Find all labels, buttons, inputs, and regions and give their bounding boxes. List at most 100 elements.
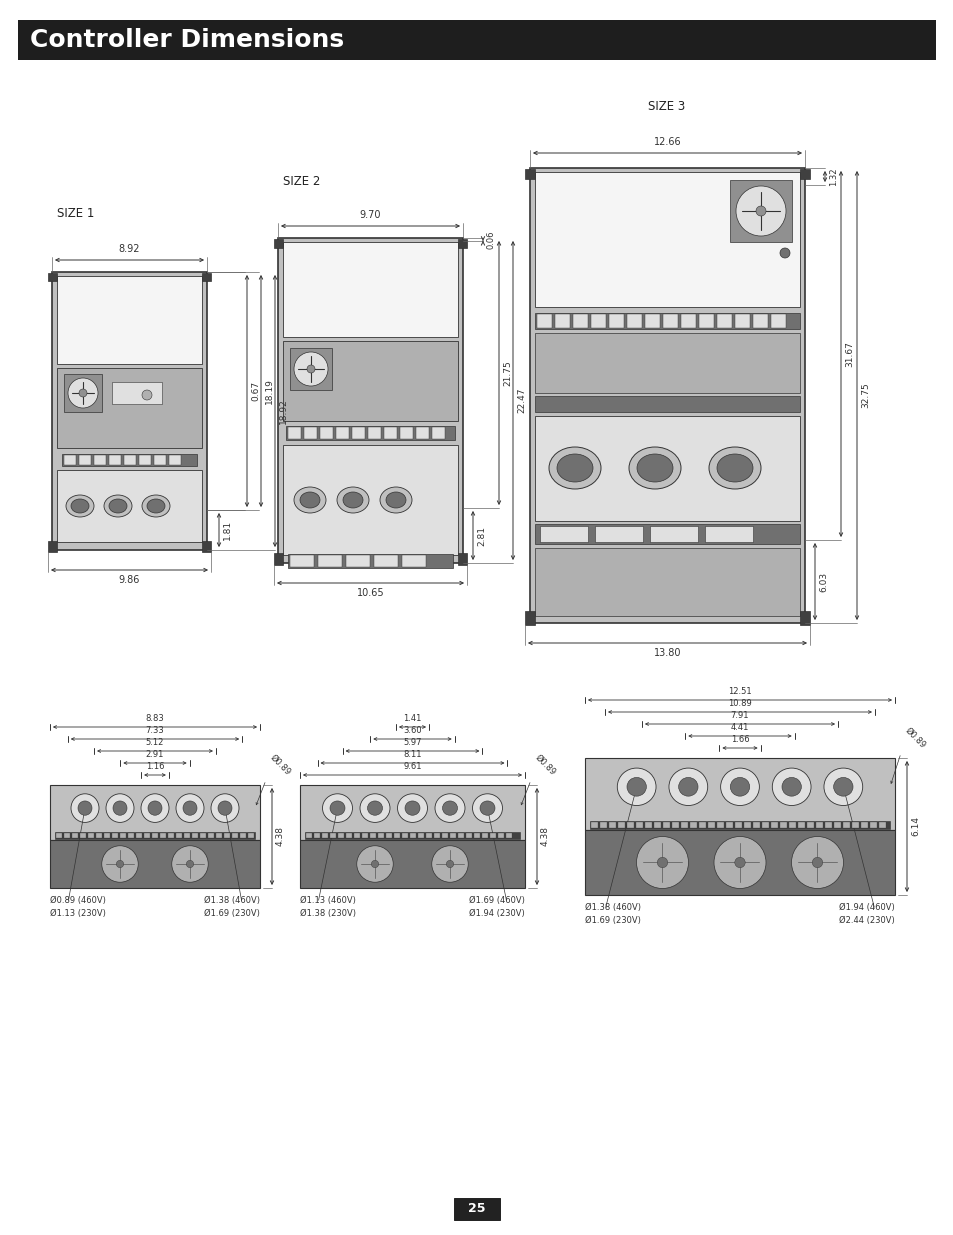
Bar — [530, 168, 804, 622]
Text: 22.47: 22.47 — [517, 388, 525, 414]
Ellipse shape — [637, 454, 672, 482]
Bar — [288, 555, 453, 568]
Ellipse shape — [211, 794, 239, 823]
Text: Ø1.94 (230V): Ø1.94 (230V) — [469, 909, 524, 918]
Circle shape — [116, 861, 124, 868]
Ellipse shape — [367, 802, 382, 815]
Bar — [590, 823, 598, 827]
Bar — [248, 832, 253, 839]
Bar — [361, 832, 368, 839]
Ellipse shape — [557, 454, 593, 482]
Ellipse shape — [106, 794, 133, 823]
Bar — [274, 240, 283, 248]
Bar — [64, 454, 76, 466]
Bar — [626, 823, 634, 827]
Bar — [770, 314, 785, 329]
Text: Ø1.38 (460V): Ø1.38 (460V) — [204, 897, 260, 905]
Bar — [800, 611, 809, 625]
Bar — [654, 823, 660, 827]
Bar — [457, 240, 467, 248]
Bar — [662, 314, 678, 329]
Bar — [337, 832, 344, 839]
Circle shape — [755, 206, 765, 216]
Bar — [671, 823, 679, 827]
Bar — [535, 416, 800, 521]
Bar — [57, 471, 202, 542]
Text: 31.67: 31.67 — [844, 341, 853, 367]
Bar — [608, 823, 616, 827]
Ellipse shape — [628, 447, 680, 489]
Text: 25: 25 — [468, 1203, 485, 1215]
Bar — [505, 832, 512, 839]
Bar — [490, 832, 496, 839]
Circle shape — [791, 836, 842, 888]
Bar — [377, 832, 384, 839]
Bar — [354, 832, 359, 839]
Bar — [861, 823, 867, 827]
Circle shape — [79, 389, 87, 396]
Bar — [535, 396, 800, 412]
Bar — [283, 341, 457, 421]
Bar — [120, 832, 126, 839]
Bar — [215, 832, 222, 839]
Text: 3.60: 3.60 — [403, 726, 421, 735]
Bar — [80, 832, 86, 839]
Bar — [626, 314, 641, 329]
Ellipse shape — [294, 487, 326, 513]
Text: Ø1.38 (230V): Ø1.38 (230V) — [299, 909, 355, 918]
Bar — [454, 1198, 499, 1220]
Bar — [124, 454, 136, 466]
Bar — [55, 832, 254, 839]
Bar — [168, 832, 173, 839]
Circle shape — [780, 248, 789, 258]
Ellipse shape — [218, 802, 232, 815]
Bar — [401, 555, 426, 567]
Bar — [62, 454, 196, 466]
Ellipse shape — [141, 794, 169, 823]
Ellipse shape — [781, 778, 801, 797]
Bar — [277, 238, 462, 563]
Ellipse shape — [386, 492, 406, 508]
Bar — [112, 382, 162, 404]
Bar — [699, 314, 713, 329]
Bar — [555, 314, 569, 329]
Bar — [450, 832, 456, 839]
Circle shape — [371, 861, 378, 868]
Bar — [833, 823, 841, 827]
Circle shape — [432, 846, 468, 882]
Bar — [644, 314, 659, 329]
Bar — [200, 832, 206, 839]
Bar — [752, 823, 760, 827]
Bar — [394, 832, 399, 839]
Bar — [725, 823, 732, 827]
Bar — [851, 823, 858, 827]
Circle shape — [735, 186, 785, 236]
Bar — [618, 823, 624, 827]
Bar — [410, 832, 416, 839]
Bar — [644, 823, 651, 827]
Bar — [208, 832, 213, 839]
Bar — [878, 823, 885, 827]
Text: Ø0.89: Ø0.89 — [902, 726, 926, 750]
Bar — [399, 427, 413, 438]
Bar — [441, 832, 448, 839]
Text: Ø0.89 (460V): Ø0.89 (460V) — [50, 897, 106, 905]
Bar — [153, 454, 166, 466]
Bar — [806, 823, 813, 827]
Ellipse shape — [343, 492, 363, 508]
Text: 12.66: 12.66 — [653, 137, 680, 147]
Bar — [416, 427, 429, 438]
Bar — [535, 333, 800, 393]
Bar — [128, 832, 133, 839]
Bar — [288, 427, 301, 438]
Text: 0.06: 0.06 — [486, 230, 496, 248]
Bar — [788, 823, 795, 827]
Bar — [729, 180, 791, 242]
Bar — [535, 172, 800, 308]
Bar — [192, 832, 198, 839]
Bar — [169, 454, 181, 466]
Bar — [232, 832, 237, 839]
Text: SIZE 1: SIZE 1 — [57, 207, 94, 220]
Text: Ø1.13 (460V): Ø1.13 (460V) — [299, 897, 355, 905]
Bar — [335, 427, 349, 438]
